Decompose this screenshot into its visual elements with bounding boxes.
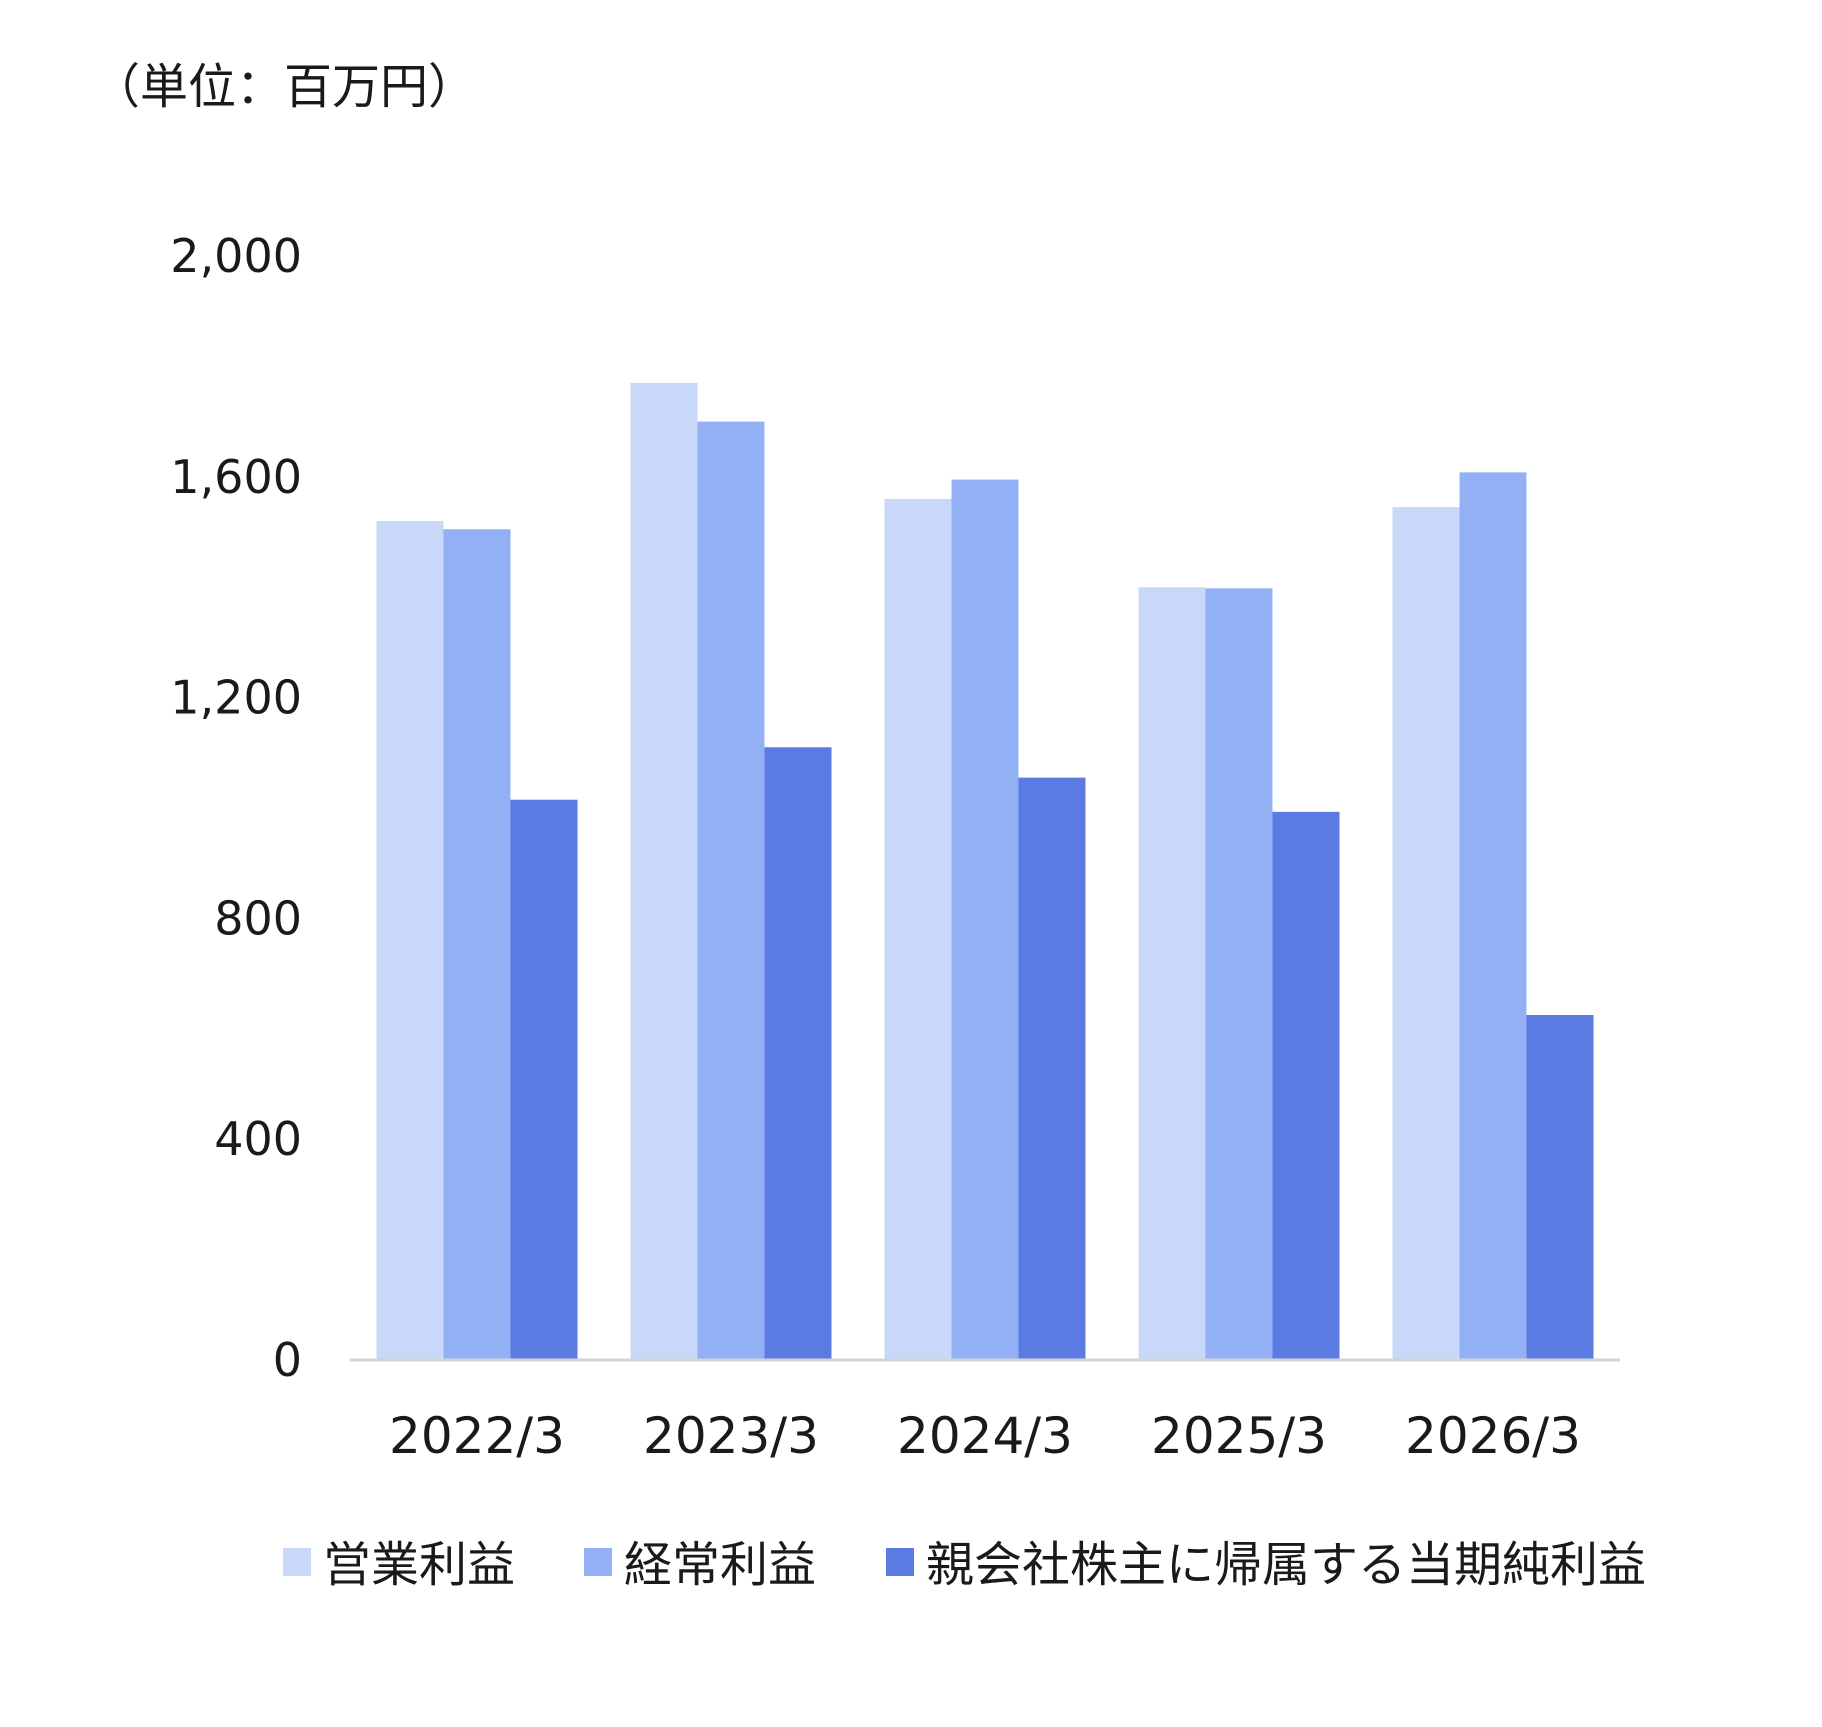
bar: [630, 382, 698, 1361]
x-category-label: 2026/3: [1405, 1407, 1581, 1465]
bar: [1205, 588, 1273, 1360]
legend-swatch: [886, 1548, 914, 1576]
bars: [376, 382, 1594, 1361]
x-category-label: 2023/3: [643, 1407, 819, 1465]
legend-label: 営業利益: [323, 1537, 515, 1593]
bar: [510, 799, 578, 1360]
legend-swatch: [283, 1548, 311, 1576]
y-tick-label: 400: [214, 1112, 302, 1166]
legend-swatch: [584, 1548, 612, 1576]
y-tick-label: 0: [273, 1333, 302, 1387]
legend: 営業利益 経常利益 親会社株主に帰属する当期純利益: [283, 1537, 1646, 1593]
legend-label: 親会社株主に帰属する当期純利益: [926, 1537, 1646, 1593]
bar: [1138, 587, 1206, 1360]
bar: [1272, 811, 1340, 1360]
x-category-label: 2025/3: [1151, 1407, 1327, 1465]
bar: [764, 747, 832, 1360]
x-category-label: 2024/3: [897, 1407, 1073, 1465]
bar: [1392, 507, 1460, 1360]
bar: [1526, 1015, 1594, 1360]
y-tick-label: 2,000: [170, 229, 302, 283]
bar: [376, 520, 444, 1360]
x-axis-category-labels: 2022/3 2023/3 2024/3 2025/3 2026/3: [389, 1407, 1581, 1465]
unit-label: （単位：百万円）: [92, 59, 476, 115]
bar: [1018, 777, 1086, 1360]
bar: [951, 479, 1019, 1360]
x-category-label: 2022/3: [389, 1407, 565, 1465]
y-tick-label: 1,600: [170, 450, 302, 504]
bar: [697, 421, 765, 1361]
y-tick-label: 800: [214, 891, 302, 945]
legend-label: 経常利益: [624, 1537, 816, 1593]
y-tick-label: 1,200: [170, 671, 302, 725]
bar: [884, 498, 952, 1360]
y-axis-tick-labels: 0 400 800 1,200 1,600 2,000: [170, 229, 302, 1387]
bar: [443, 529, 511, 1360]
bar: [1459, 472, 1527, 1360]
